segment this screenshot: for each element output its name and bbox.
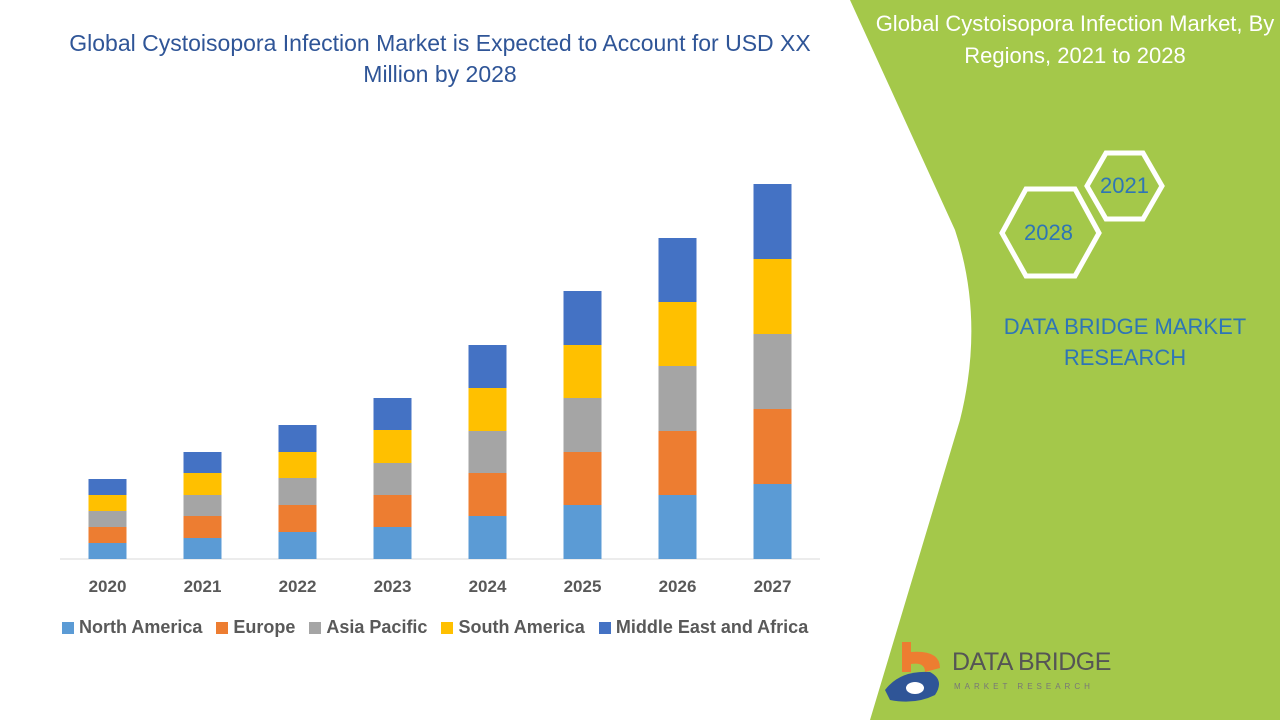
x-tick-label: 2021 xyxy=(184,577,222,596)
bar-segment-2022-2 xyxy=(278,478,317,505)
bar-segment-2026-3 xyxy=(658,302,697,366)
bar-segment-2025-3 xyxy=(563,345,602,398)
bar-segment-2023-0 xyxy=(373,527,412,559)
legend-label: South America xyxy=(458,617,585,637)
bar-segment-2026-2 xyxy=(658,366,697,431)
legend-swatch xyxy=(62,621,74,634)
legend-item: South America xyxy=(441,617,585,638)
bar-segment-2022-4 xyxy=(278,425,317,452)
hexagon-2028 xyxy=(999,186,1102,279)
bar-segment-2024-1 xyxy=(468,473,507,516)
x-tick-label: 2026 xyxy=(659,577,697,596)
bar-segment-2021-2 xyxy=(183,495,222,516)
legend-item: Asia Pacific xyxy=(309,617,427,638)
bar-segment-2025-2 xyxy=(563,398,602,452)
hexagon-2021 xyxy=(1084,150,1165,222)
bar-segment-2024-0 xyxy=(468,516,507,559)
bar-segment-2027-3 xyxy=(753,259,792,334)
hex-label-2021: 2021 xyxy=(1100,173,1149,198)
bar-segment-2023-2 xyxy=(373,463,412,495)
bar-segment-2022-0 xyxy=(278,532,317,559)
bar-segment-2027-0 xyxy=(753,484,792,559)
legend-swatch xyxy=(598,621,611,634)
x-tick-label: 2027 xyxy=(754,577,792,596)
bar-segment-2022-1 xyxy=(278,505,317,532)
x-tick-label: 2020 xyxy=(89,577,127,596)
legend-swatch xyxy=(441,621,454,634)
x-tick-label: 2022 xyxy=(279,577,317,596)
bar-segment-2024-4 xyxy=(468,345,507,388)
legend-label: North America xyxy=(79,617,203,637)
bar-segment-2025-0 xyxy=(563,505,602,559)
bar-segment-2024-3 xyxy=(468,388,507,431)
brand-text: DATA BRIDGE MARKET RESEARCH xyxy=(1003,314,1247,370)
legend-item: North America xyxy=(62,617,202,638)
bar-segment-2021-1 xyxy=(183,516,222,538)
bar-segment-2020-1 xyxy=(88,527,127,543)
bar-segment-2020-3 xyxy=(88,495,127,511)
stacked-bar-chart: 2020 2021 2022 2023 2024 2025 2026 2027 xyxy=(60,184,820,596)
bar-segment-2027-2 xyxy=(753,334,792,409)
bar-segment-2020-2 xyxy=(88,511,127,527)
panel-title: Global Cystoisopora Infection Market, By… xyxy=(875,11,1275,68)
bar-segment-2021-4 xyxy=(183,452,222,473)
bar-segment-2027-1 xyxy=(753,409,792,484)
bar-segment-2027-4 xyxy=(753,184,792,259)
bar-segment-2020-4 xyxy=(88,479,127,495)
bar-segment-2026-0 xyxy=(658,495,697,559)
bar-segment-2023-4 xyxy=(373,398,412,430)
logo-icon xyxy=(885,642,940,702)
chart-title: Global Cystoisopora Infection Market is … xyxy=(69,30,811,87)
green-panel xyxy=(850,0,1280,720)
legend-label: Asia Pacific xyxy=(326,617,428,637)
legend-item: Middle East and Africa xyxy=(598,617,809,638)
bar-segment-2024-2 xyxy=(468,431,507,473)
x-tick-label: 2024 xyxy=(469,577,507,596)
bar-segment-2022-3 xyxy=(278,452,317,478)
legend: North America Europe Asia Pacific South Ame… xyxy=(62,617,808,638)
bar-segment-2020-0 xyxy=(88,543,127,559)
legend-swatch xyxy=(309,621,322,634)
bar-segment-2023-3 xyxy=(373,430,412,463)
x-tick-label: 2025 xyxy=(564,577,602,596)
bar-segment-2025-4 xyxy=(563,291,602,345)
bar-segment-2026-4 xyxy=(658,238,697,302)
legend-swatch xyxy=(216,621,229,634)
bar-segment-2021-3 xyxy=(183,473,222,495)
x-tick-label: 2023 xyxy=(374,577,412,596)
legend-item: Europe xyxy=(216,617,295,638)
logo-tagline: MARKET RESEARCH xyxy=(954,682,1094,691)
legend-label: Middle East and Africa xyxy=(615,617,809,637)
logo-name: DATA BRIDGE xyxy=(952,648,1111,676)
bar-segment-2023-1 xyxy=(373,495,412,527)
bar-segment-2025-1 xyxy=(563,452,602,505)
legend-label: Europe xyxy=(233,617,296,637)
hex-label-2028: 2028 xyxy=(1024,220,1073,245)
bar-segment-2026-1 xyxy=(658,431,697,495)
bar-segment-2021-0 xyxy=(183,538,222,559)
